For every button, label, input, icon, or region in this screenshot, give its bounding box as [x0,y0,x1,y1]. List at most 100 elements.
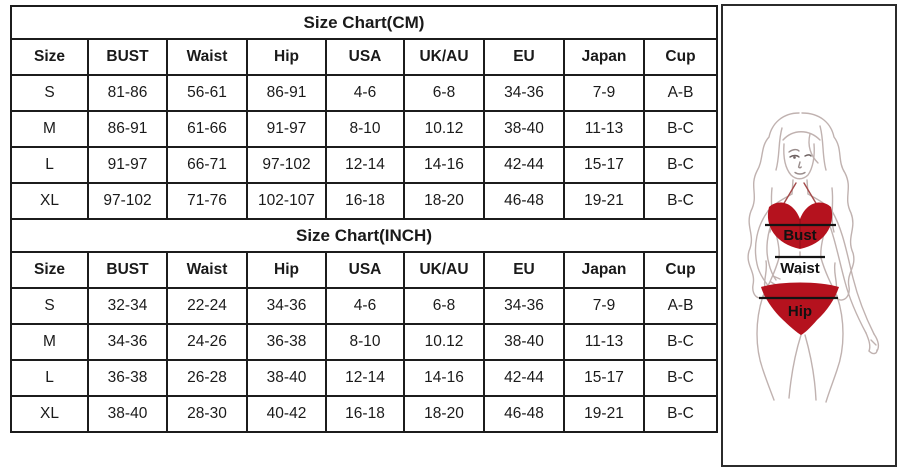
waist-label: Waist [780,260,819,277]
value-cell: 38-40 [87,395,168,433]
value-cell: 97-102 [246,146,327,184]
value-cell: A-B [643,74,718,112]
value-cell: 18-20 [403,395,485,433]
value-cell: 71-76 [166,182,248,220]
size-chart-title: Size Chart(CM) [10,5,718,40]
value-cell: 4-6 [325,74,405,112]
value-cell: 7-9 [563,74,645,112]
size-cell: L [10,359,89,397]
column-header: Cup [643,251,718,289]
size-chart-title: Size Chart(INCH) [10,218,718,253]
value-cell: 7-9 [563,287,645,325]
value-cell: 32-34 [87,287,168,325]
value-cell: 86-91 [87,110,168,148]
value-cell: 18-20 [403,182,485,220]
value-cell: 66-71 [166,146,248,184]
size-cell: XL [10,182,89,220]
table-row: XL 38-40 28-30 40-42 16-18 18-20 46-48 19-21 B-C [10,395,718,433]
value-cell: 24-26 [166,323,248,361]
measurement-figure: Bust Waist Hip [747,112,880,403]
value-cell: B-C [643,323,718,361]
size-cell: S [10,287,89,325]
value-cell: 10.12 [403,323,485,361]
column-header: UK/AU [403,38,485,76]
value-cell: 102-107 [246,182,327,220]
column-header: EU [483,251,565,289]
table-row: M 86-91 61-66 91-97 8-10 10.12 38-40 11-13 B-C [10,110,718,148]
value-cell: 28-30 [166,395,248,433]
value-cell: B-C [643,182,718,220]
value-cell: 34-36 [483,287,565,325]
column-header: USA [325,251,405,289]
column-header: UK/AU [403,251,485,289]
size-cell: S [10,74,89,112]
value-cell: 16-18 [325,395,405,433]
column-header: Japan [563,251,645,289]
value-cell: 38-40 [483,110,565,148]
column-header: BUST [87,251,168,289]
size-cell: XL [10,395,89,433]
value-cell: 38-40 [483,323,565,361]
value-cell: 26-28 [166,359,248,397]
table-row: L 91-97 66-71 97-102 12-14 14-16 42-44 15-17 B-C [10,146,718,184]
table-row: XL 97-102 71-76 102-107 16-18 18-20 46-48 19-21… [10,182,718,220]
column-header: BUST [87,38,168,76]
value-cell: 4-6 [325,287,405,325]
bikini-bottom-shape [761,282,839,335]
value-cell: 16-18 [325,182,405,220]
table-title-row: Size Chart(INCH) [10,218,718,253]
value-cell: 6-8 [403,287,485,325]
table-row: M 34-36 24-26 36-38 8-10 10.12 38-40 11-13 B-C [10,323,718,361]
value-cell: 42-44 [483,146,565,184]
value-cell: 34-36 [246,287,327,325]
column-header: USA [325,38,405,76]
value-cell: 36-38 [246,323,327,361]
column-header: Japan [563,38,645,76]
value-cell: 34-36 [483,74,565,112]
size-chart-table-body: Size Chart(CM) Size BUST Waist Hip USA UK/AU EU… [10,5,718,433]
value-cell: 22-24 [166,287,248,325]
value-cell: B-C [643,359,718,397]
value-cell: 40-42 [246,395,327,433]
value-cell: 11-13 [563,110,645,148]
value-cell: 6-8 [403,74,485,112]
column-header: Size [10,251,89,289]
column-header: Size [10,38,89,76]
value-cell: 15-17 [563,359,645,397]
header-row: Size BUST Waist Hip USA UK/AU EU Japan Cup [10,38,718,76]
value-cell: 46-48 [483,182,565,220]
value-cell: 10.12 [403,110,485,148]
value-cell: 42-44 [483,359,565,397]
size-chart-table: Size Chart(CM) Size BUST Waist Hip USA UK/AU EU… [10,5,718,433]
value-cell: B-C [643,146,718,184]
value-cell: 19-21 [563,395,645,433]
table-row: L 36-38 26-28 38-40 12-14 14-16 42-44 15-17 B-C [10,359,718,397]
value-cell: 15-17 [563,146,645,184]
value-cell: 97-102 [87,182,168,220]
size-cell: M [10,110,89,148]
column-header: Hip [246,251,327,289]
value-cell: 61-66 [166,110,248,148]
value-cell: 38-40 [246,359,327,397]
column-header: Hip [246,38,327,76]
measurement-figure-panel: Bust Waist Hip [721,4,897,467]
hip-label: Hip [788,303,812,320]
column-header: Waist [166,251,248,289]
value-cell: 14-16 [403,359,485,397]
value-cell: 8-10 [325,323,405,361]
column-header: Cup [643,38,718,76]
value-cell: 12-14 [325,359,405,397]
value-cell: 34-36 [87,323,168,361]
column-header: EU [483,38,565,76]
value-cell: 8-10 [325,110,405,148]
size-cell: L [10,146,89,184]
value-cell: 56-61 [166,74,248,112]
header-row: Size BUST Waist Hip USA UK/AU EU Japan Cup [10,251,718,289]
value-cell: 91-97 [246,110,327,148]
bust-label: Bust [783,227,816,244]
table-row: S 81-86 56-61 86-91 4-6 6-8 34-36 7-9 A-B [10,74,718,112]
value-cell: 19-21 [563,182,645,220]
value-cell: A-B [643,287,718,325]
value-cell: B-C [643,110,718,148]
